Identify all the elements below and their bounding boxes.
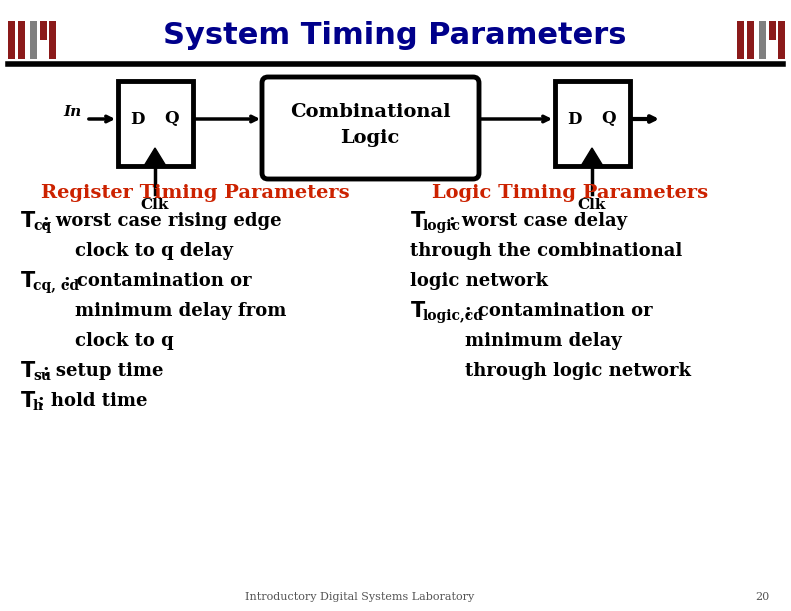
Text: Clk: Clk xyxy=(141,198,169,212)
Text: : worst case rising edge: : worst case rising edge xyxy=(44,212,282,230)
Text: 20: 20 xyxy=(755,592,769,602)
Text: : contamination or: : contamination or xyxy=(64,272,252,290)
Text: clock to q: clock to q xyxy=(75,332,174,350)
Text: h: h xyxy=(33,399,44,413)
Text: logic network: logic network xyxy=(410,272,548,290)
FancyBboxPatch shape xyxy=(262,77,479,179)
Text: Q: Q xyxy=(165,111,179,128)
Bar xyxy=(30,21,37,59)
Text: Clk: Clk xyxy=(577,198,606,212)
Bar xyxy=(40,21,47,40)
Text: In: In xyxy=(64,105,82,119)
Bar xyxy=(759,21,766,59)
Text: System Timing Parameters: System Timing Parameters xyxy=(163,21,626,51)
Text: logic,cd: logic,cd xyxy=(423,309,484,323)
Text: $\mathbf{T}$: $\mathbf{T}$ xyxy=(20,361,36,381)
Text: Register Timing Parameters: Register Timing Parameters xyxy=(40,184,350,202)
Text: minimum delay: minimum delay xyxy=(465,332,622,350)
Polygon shape xyxy=(144,148,166,166)
Bar xyxy=(8,21,15,59)
Text: $\mathbf{T}$: $\mathbf{T}$ xyxy=(410,211,426,231)
Text: $\mathbf{T}$: $\mathbf{T}$ xyxy=(20,211,36,231)
Text: D: D xyxy=(130,111,145,128)
Text: through logic network: through logic network xyxy=(465,362,691,380)
Bar xyxy=(18,21,25,59)
Bar xyxy=(747,21,754,59)
Text: Logic Timing Parameters: Logic Timing Parameters xyxy=(432,184,708,202)
Text: : hold time: : hold time xyxy=(38,392,148,410)
Text: Q: Q xyxy=(601,111,616,128)
Text: Introductory Digital Systems Laboratory: Introductory Digital Systems Laboratory xyxy=(245,592,475,602)
Bar xyxy=(118,81,193,166)
Text: through the combinational: through the combinational xyxy=(410,242,683,260)
Text: : worst case delay: : worst case delay xyxy=(449,212,627,230)
Bar xyxy=(49,21,56,59)
Text: D: D xyxy=(567,111,581,128)
Text: clock to q delay: clock to q delay xyxy=(75,242,233,260)
Bar xyxy=(737,21,744,59)
Text: $\mathbf{T}$: $\mathbf{T}$ xyxy=(410,301,426,321)
Text: $\mathbf{T}$: $\mathbf{T}$ xyxy=(20,391,36,411)
Bar xyxy=(778,21,785,59)
Text: Combinational
Logic: Combinational Logic xyxy=(290,103,450,147)
Text: : contamination or: : contamination or xyxy=(464,302,653,320)
Text: cq: cq xyxy=(33,219,51,233)
Bar xyxy=(769,21,776,40)
Text: $\mathbf{T}$: $\mathbf{T}$ xyxy=(20,271,36,291)
Polygon shape xyxy=(581,148,603,166)
Text: cq, cd: cq, cd xyxy=(33,279,79,293)
Text: logic: logic xyxy=(423,219,461,233)
Text: su: su xyxy=(33,369,51,383)
Text: minimum delay from: minimum delay from xyxy=(75,302,286,320)
Text: : setup time: : setup time xyxy=(44,362,164,380)
Bar xyxy=(555,81,630,166)
